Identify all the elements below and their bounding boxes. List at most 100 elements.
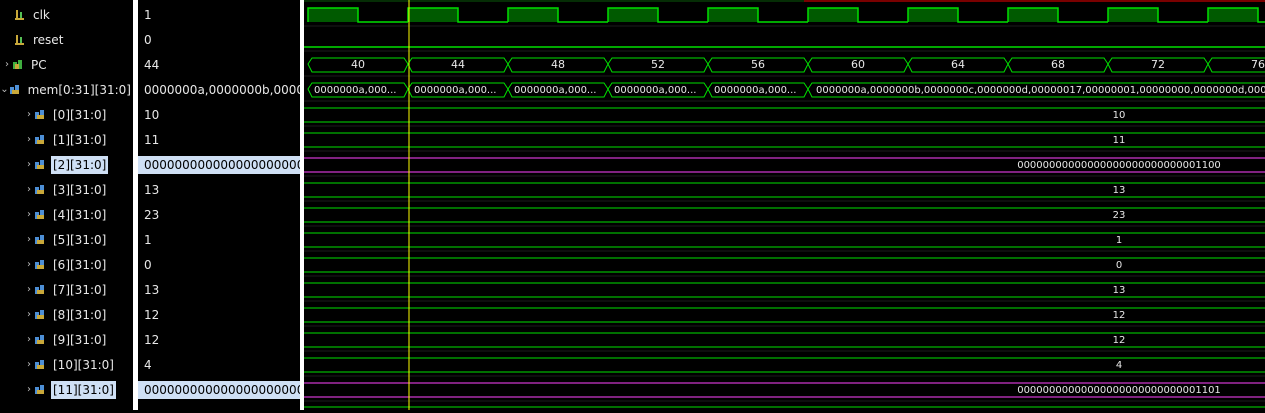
signal-value-row-10: 0 (138, 252, 300, 277)
signal-name[interactable]: [5][31:0] (53, 232, 107, 247)
clock-high-fill (408, 8, 458, 22)
panel-divider-left[interactable] (133, 0, 138, 410)
pc-value-label: 64 (951, 58, 965, 71)
signal-value-row-11: 13 (138, 277, 300, 302)
array-signal-icon (34, 184, 48, 196)
chevron-right-icon[interactable]: › (27, 234, 31, 245)
clock-edge (907, 7, 1008, 23)
signal-row-15[interactable]: › [11][31:0] (0, 377, 133, 402)
chevron-right-icon[interactable]: › (5, 59, 9, 70)
signal-value: 0 (144, 257, 152, 272)
signal-row-13[interactable]: › [9][31:0] (0, 327, 133, 352)
signal-value: 23 (144, 207, 160, 222)
clock-high-fill (608, 8, 658, 22)
signal-name[interactable]: [3][31:0] (53, 182, 107, 197)
signal-value-row-9: 1 (138, 227, 300, 252)
signal-name[interactable]: [6][31:0] (53, 257, 107, 272)
signal-value: 13 (144, 282, 160, 297)
chevron-down-icon[interactable]: ⌄ (0, 84, 9, 95)
chevron-right-icon[interactable]: › (27, 259, 31, 270)
signal-name[interactable]: [2][31:0] (51, 155, 109, 174)
signal-row-6[interactable]: › [2][31:0] (0, 152, 133, 177)
signal-row-2[interactable]: › PC (0, 52, 133, 77)
waveform-panel[interactable]: 40 44 48 52 56 60 64 68 72 76 0000000a,000... 00000… (304, 0, 1265, 410)
signal-name[interactable]: [0][31:0] (53, 107, 107, 122)
signal-row-3[interactable]: ⌄ mem[0:31][31:0] (0, 77, 133, 102)
signal-row-10[interactable]: › [6][31:0] (0, 252, 133, 277)
chevron-right-icon[interactable]: › (27, 309, 31, 320)
array-signal-icon (34, 259, 48, 271)
mem-value-label: 0000000a,000... (514, 85, 596, 96)
bus-value-label: 00000000000000000000000000001100 (1017, 160, 1221, 171)
bus-value-label: 10 (1113, 110, 1126, 121)
signal-name[interactable]: PC (31, 57, 47, 72)
signal-name[interactable]: clk (33, 7, 50, 22)
bit-signal-icon (14, 34, 28, 46)
chevron-right-icon[interactable]: › (27, 209, 31, 220)
signal-value: 13 (144, 182, 160, 197)
signal-row-9[interactable]: › [5][31:0] (0, 227, 133, 252)
clock-high-fill (508, 8, 558, 22)
clock-edge (607, 7, 708, 23)
bus-value-label: 23 (1113, 210, 1126, 221)
signal-row-5[interactable]: › [1][31:0] (0, 127, 133, 152)
signal-row-1[interactable]: reset (0, 27, 133, 52)
signal-value: 10 (144, 107, 160, 122)
signal-row-8[interactable]: › [4][31:0] (0, 202, 133, 227)
chevron-right-icon[interactable]: › (27, 134, 31, 145)
chevron-right-icon[interactable]: › (27, 159, 31, 170)
signal-name[interactable]: [7][31:0] (53, 282, 107, 297)
signal-value-row-4: 10 (138, 102, 300, 127)
array-signal-icon (34, 234, 48, 246)
bus-value-label: 12 (1113, 310, 1126, 321)
clock-edge (807, 7, 908, 23)
signal-name[interactable]: [10][31:0] (53, 357, 114, 372)
signal-value: 00000000000000000000000 (138, 155, 300, 174)
chevron-right-icon[interactable]: › (27, 359, 31, 370)
signal-value: 0000000a,0000000b,00000 (144, 82, 300, 97)
clock-high-fill (808, 8, 858, 22)
signal-row-0[interactable]: clk (0, 2, 133, 27)
clock-edge (1207, 7, 1265, 23)
pc-value-label: 68 (1051, 58, 1065, 71)
chevron-right-icon[interactable]: › (27, 109, 31, 120)
signal-name[interactable]: [11][31:0] (51, 380, 116, 399)
mem-long-value-label: 0000000a,0000000b,0000000c,0000000d,0000… (816, 85, 1265, 96)
bus-value-label: 1 (1116, 235, 1122, 246)
signal-value-panel: 1 0 44 0000000a,0000000b,00000 10 11 000000000… (138, 0, 300, 410)
signal-row-12[interactable]: › [8][31:0] (0, 302, 133, 327)
mem-value-label: 0000000a,000... (714, 85, 796, 96)
signal-name[interactable]: reset (33, 32, 64, 47)
signal-value-row-8: 23 (138, 202, 300, 227)
signal-row-7[interactable]: › [3][31:0] (0, 177, 133, 202)
mem-value-label: 0000000a,000... (414, 85, 496, 96)
signal-name[interactable]: mem[0:31][31:0] (27, 82, 131, 97)
signal-value: 00000000000000000000000 (138, 380, 300, 399)
clock-edge (1007, 7, 1108, 23)
signal-name[interactable]: [9][31:0] (53, 332, 107, 347)
bus-signal-icon (12, 59, 26, 71)
signal-row-4[interactable]: › [0][31:0] (0, 102, 133, 127)
signal-value-row-0: 1 (138, 2, 300, 27)
clock-high-fill (908, 8, 958, 22)
array-signal-icon (34, 334, 48, 346)
signal-row-11[interactable]: › [7][31:0] (0, 277, 133, 302)
signal-value: 11 (144, 132, 160, 147)
pc-bus-segment (1207, 57, 1265, 73)
signal-name[interactable]: [1][31:0] (53, 132, 107, 147)
chevron-right-icon[interactable]: › (27, 384, 31, 395)
pc-value-label: 72 (1151, 58, 1165, 71)
signal-name[interactable]: [4][31:0] (53, 207, 107, 222)
array-signal-icon (34, 109, 48, 121)
pc-value-label: 52 (651, 58, 665, 71)
chevron-right-icon[interactable]: › (27, 334, 31, 345)
array-signal-icon (34, 134, 48, 146)
signal-name[interactable]: [8][31:0] (53, 307, 107, 322)
chevron-right-icon[interactable]: › (27, 284, 31, 295)
chevron-right-icon[interactable]: › (27, 184, 31, 195)
panel-divider-right[interactable] (300, 0, 304, 410)
array-signal-icon (34, 209, 48, 221)
signal-row-14[interactable]: › [10][31:0] (0, 352, 133, 377)
array-signal-icon (34, 309, 48, 321)
